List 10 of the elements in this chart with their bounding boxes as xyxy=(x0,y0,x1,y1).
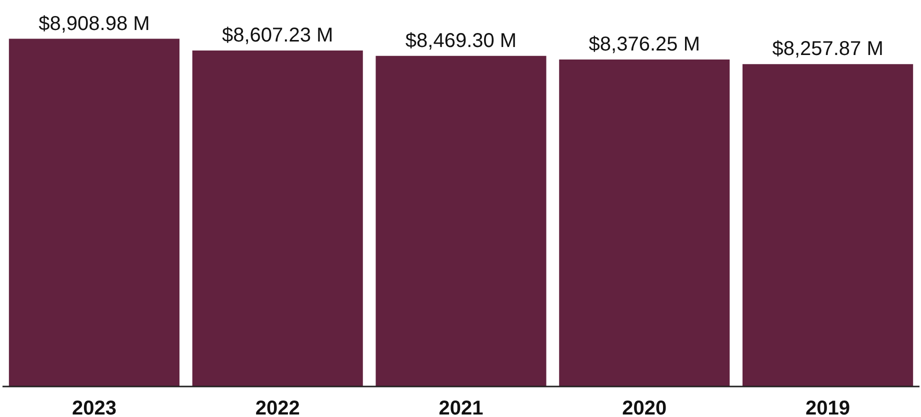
data-label: $8,376.25 M xyxy=(588,34,700,56)
data-label: $8,257.87 M xyxy=(772,38,884,60)
x-tick-label: 2022 xyxy=(255,398,300,417)
x-tick-label: 2021 xyxy=(438,398,484,417)
data-label: $8,908.98 M xyxy=(38,12,150,35)
data-label: $8,607.23 M xyxy=(222,24,334,47)
data-label: $8,469.30 M xyxy=(405,30,517,52)
x-tick-label: 2023 xyxy=(72,398,116,417)
x-tick-label: 2019 xyxy=(806,398,850,417)
x-tick-label: 2020 xyxy=(622,398,667,417)
